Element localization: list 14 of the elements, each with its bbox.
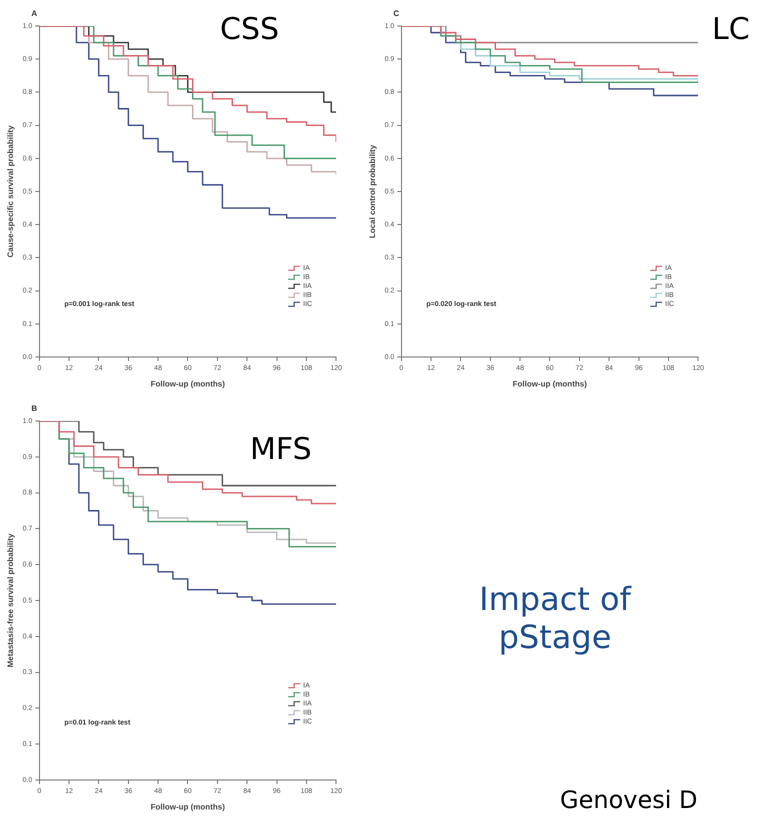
x-axis-title: Follow-up (months) <box>150 379 226 388</box>
chart-title: LC <box>712 12 750 47</box>
chart-title: MFS <box>250 432 312 467</box>
y-axis-title: Cause-specific survival probability <box>6 124 16 258</box>
chart-title: CSS <box>220 12 280 47</box>
chart-subtitle: C <box>393 9 400 18</box>
y-axis-title: Metastasis-free survival probability <box>6 533 16 668</box>
y-axis-title: Local control probability <box>368 144 378 238</box>
x-axis-title: Follow-up (months) <box>512 379 588 388</box>
x-axis-title: Follow-up (months) <box>150 802 226 812</box>
chart-subtitle: B <box>31 404 38 414</box>
chart-subtitle: A <box>31 9 38 18</box>
text: Genovesi D <box>560 786 698 814</box>
text: Impact of pStage <box>478 580 632 657</box>
